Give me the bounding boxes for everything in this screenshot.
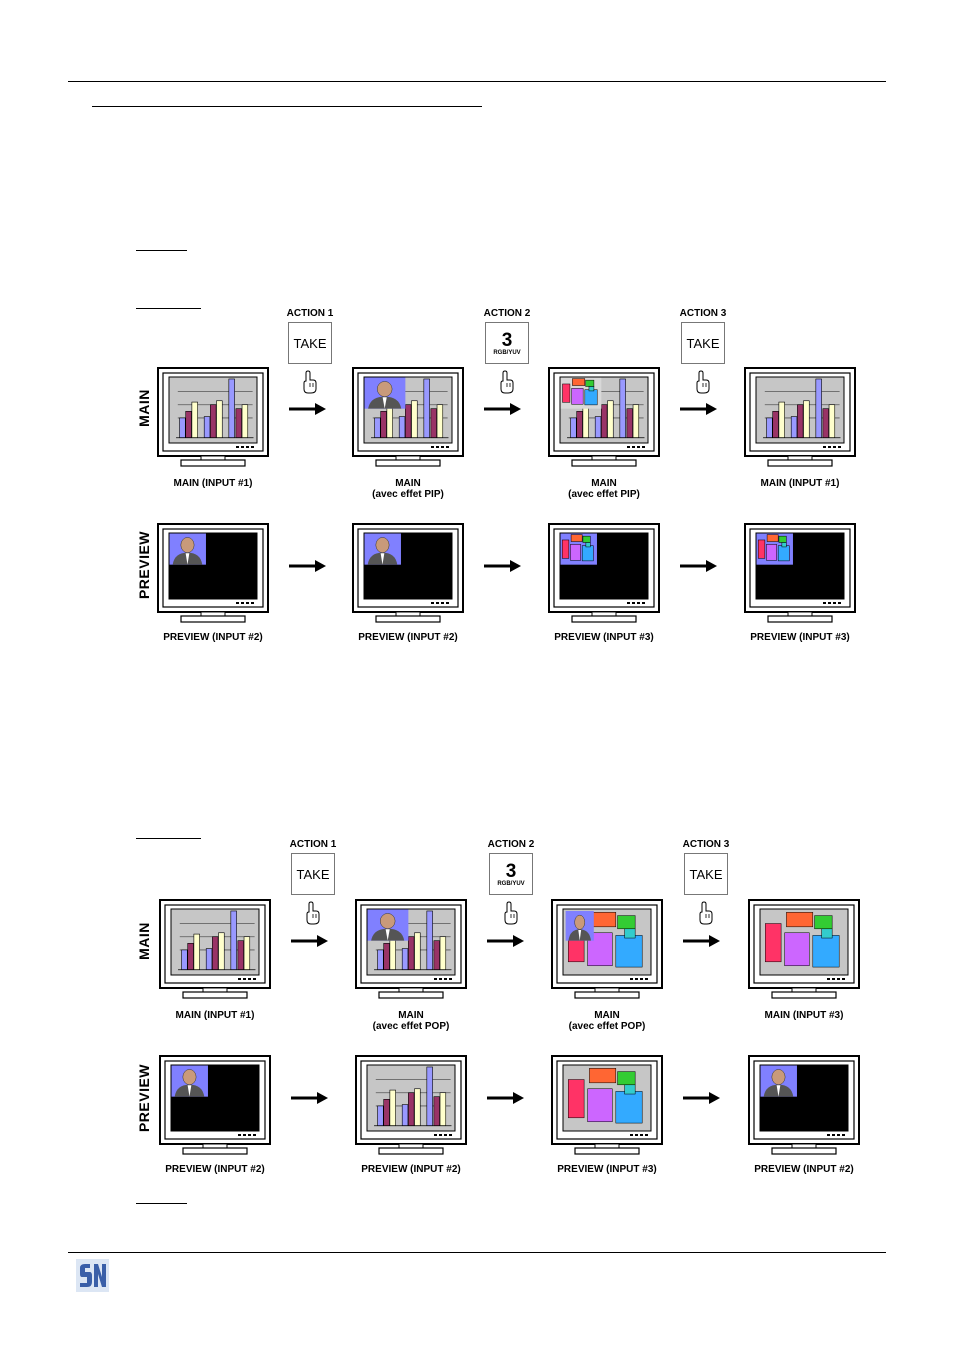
monitor-caption: (avec effet PIP) bbox=[372, 489, 444, 500]
right-arrow-icon bbox=[289, 560, 326, 572]
monitor-caption: MAIN bbox=[395, 478, 421, 489]
row-label-main: MAIN bbox=[136, 922, 152, 960]
example-underline bbox=[136, 308, 201, 309]
monitor-caption: MAIN (INPUT #1) bbox=[173, 478, 253, 489]
action-3-take: ACTION 3 TAKE bbox=[681, 839, 731, 925]
take-label: TAKE bbox=[686, 335, 720, 351]
example-underline bbox=[136, 838, 201, 839]
monitor-icon bbox=[355, 899, 467, 999]
monitor-icon bbox=[352, 367, 464, 467]
key-number: 3 bbox=[501, 329, 513, 351]
monitor-caption: MAIN bbox=[398, 1010, 424, 1021]
section-title-underline bbox=[92, 106, 482, 107]
monitor-caption: PREVIEW (INPUT #3) bbox=[554, 632, 654, 643]
action-3-take: ACTION 3 TAKE bbox=[678, 308, 728, 394]
monitor-caption: (avec effet POP) bbox=[568, 1021, 646, 1032]
action-label: ACTION 2 bbox=[487, 839, 535, 850]
action-label: ACTION 1 bbox=[286, 308, 334, 319]
pointing-hand-icon bbox=[699, 901, 713, 925]
take-button[interactable]: TAKE bbox=[291, 853, 335, 895]
key-sublabel: RGB/YUV bbox=[493, 349, 521, 356]
monitor-icon bbox=[548, 523, 660, 623]
monitor-icon bbox=[159, 899, 271, 999]
monitor-caption: PREVIEW (INPUT #2) bbox=[163, 632, 263, 643]
monitor-caption: (avec effet PIP) bbox=[568, 489, 640, 500]
take-label: TAKE bbox=[293, 335, 327, 351]
monitor-icon bbox=[352, 523, 464, 623]
right-arrow-icon bbox=[291, 1092, 328, 1104]
input-3-button[interactable]: 3 RGB/YUV bbox=[489, 853, 533, 895]
note-underline bbox=[136, 1203, 187, 1204]
pointing-hand-icon bbox=[500, 370, 514, 394]
key-number: 3 bbox=[505, 860, 517, 882]
header-rule bbox=[68, 81, 886, 82]
monitor-caption: MAIN (INPUT #1) bbox=[760, 478, 840, 489]
key-sublabel: RGB/YUV bbox=[497, 880, 525, 887]
take-button[interactable]: TAKE bbox=[684, 853, 728, 895]
monitor-caption: PREVIEW (INPUT #2) bbox=[358, 632, 458, 643]
monitor-icon bbox=[748, 1055, 860, 1155]
right-arrow-icon bbox=[683, 935, 720, 947]
right-arrow-icon bbox=[484, 403, 521, 415]
monitor-caption: PREVIEW (INPUT #2) bbox=[165, 1164, 265, 1175]
right-arrow-icon bbox=[289, 403, 326, 415]
row-label-preview: PREVIEW bbox=[136, 1063, 152, 1133]
right-arrow-icon bbox=[487, 1092, 524, 1104]
monitor-icon bbox=[159, 1055, 271, 1155]
right-arrow-icon bbox=[487, 935, 524, 947]
right-arrow-icon bbox=[683, 1092, 720, 1104]
monitor-icon bbox=[551, 899, 663, 999]
monitor-caption: PREVIEW (INPUT #3) bbox=[750, 632, 850, 643]
pointing-hand-icon bbox=[306, 901, 320, 925]
pointing-hand-icon bbox=[303, 370, 317, 394]
action-2-input3: ACTION 2 3 RGB/YUV bbox=[486, 839, 536, 925]
monitor-caption: PREVIEW (INPUT #2) bbox=[361, 1164, 461, 1175]
right-arrow-icon bbox=[680, 403, 717, 415]
monitor-caption: (avec effet POP) bbox=[372, 1021, 450, 1032]
company-logo bbox=[76, 1259, 109, 1292]
monitor-icon bbox=[551, 1055, 663, 1155]
action-1-take: ACTION 1 TAKE bbox=[288, 839, 338, 925]
monitor-icon bbox=[355, 1055, 467, 1155]
monitor-icon bbox=[548, 367, 660, 467]
monitor-icon bbox=[157, 523, 269, 623]
take-button[interactable]: TAKE bbox=[681, 322, 725, 364]
monitor-caption: MAIN bbox=[594, 1010, 620, 1021]
monitor-caption: PREVIEW (INPUT #2) bbox=[754, 1164, 854, 1175]
monitor-icon bbox=[748, 899, 860, 999]
monitor-caption: MAIN (INPUT #3) bbox=[764, 1010, 844, 1021]
action-label: ACTION 3 bbox=[679, 308, 727, 319]
monitor-icon bbox=[744, 367, 856, 467]
monitor-caption: MAIN bbox=[591, 478, 617, 489]
take-button[interactable]: TAKE bbox=[288, 322, 332, 364]
monitor-icon bbox=[157, 367, 269, 467]
pointing-hand-icon bbox=[696, 370, 710, 394]
right-arrow-icon bbox=[291, 935, 328, 947]
right-arrow-icon bbox=[484, 560, 521, 572]
row-label-preview: PREVIEW bbox=[136, 530, 152, 600]
monitor-caption: PREVIEW (INPUT #3) bbox=[557, 1164, 657, 1175]
footer-rule bbox=[68, 1252, 886, 1253]
action-2-input3: ACTION 2 3 RGB/YUV bbox=[482, 308, 532, 394]
row-label-main: MAIN bbox=[136, 389, 152, 427]
monitor-icon bbox=[744, 523, 856, 623]
action-1-take: ACTION 1 TAKE bbox=[285, 308, 335, 394]
action-label: ACTION 2 bbox=[483, 308, 531, 319]
action-label: ACTION 1 bbox=[289, 839, 337, 850]
pointing-hand-icon bbox=[504, 901, 518, 925]
take-label: TAKE bbox=[689, 866, 723, 882]
monitor-caption: MAIN (INPUT #1) bbox=[175, 1010, 255, 1021]
right-arrow-icon bbox=[680, 560, 717, 572]
action-label: ACTION 3 bbox=[682, 839, 730, 850]
take-label: TAKE bbox=[296, 866, 330, 882]
input-3-button[interactable]: 3 RGB/YUV bbox=[485, 322, 529, 364]
heading-underline bbox=[136, 250, 187, 251]
